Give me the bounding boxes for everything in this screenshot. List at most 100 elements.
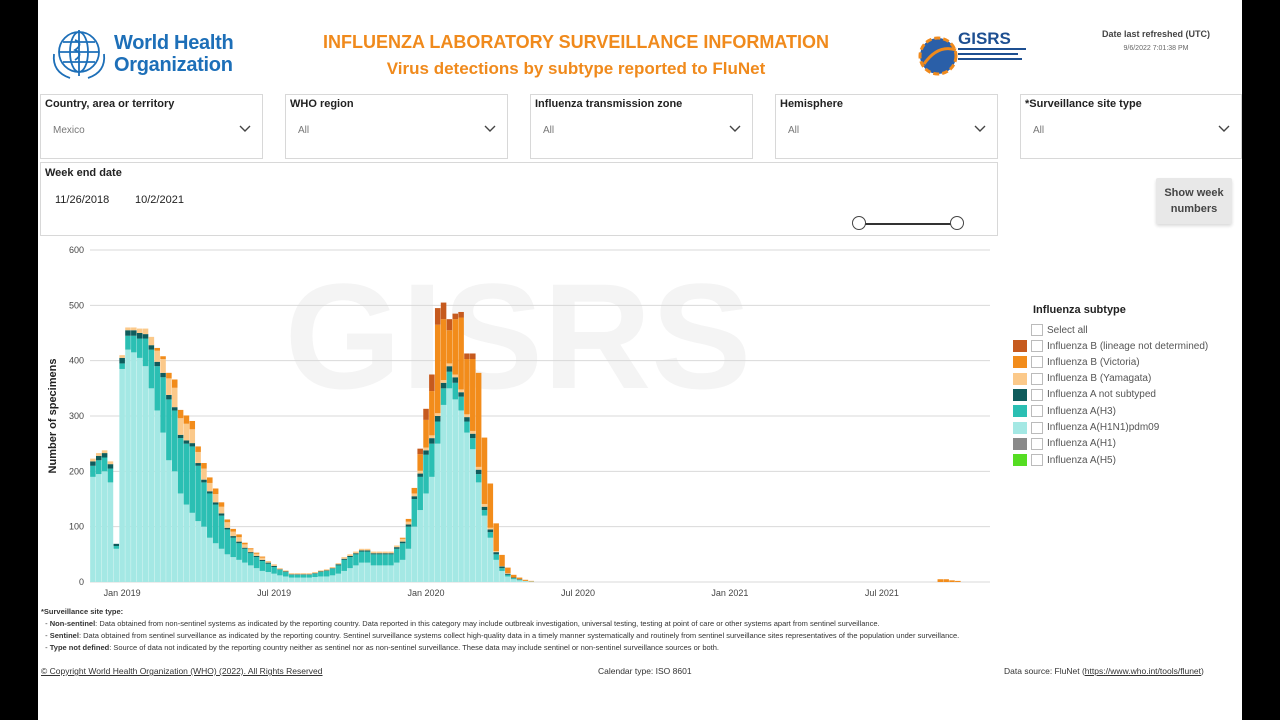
checkbox-icon[interactable]	[1031, 372, 1043, 385]
bar-segment	[417, 454, 423, 471]
checkbox-icon[interactable]	[1031, 454, 1043, 467]
week-end-date-filter: Week end date 11/26/2018 10/2/2021	[40, 162, 998, 236]
checkbox-icon[interactable]	[1031, 437, 1043, 450]
bar-segment	[224, 519, 231, 523]
bar-segment	[347, 555, 353, 558]
chevron-down-icon[interactable]	[728, 121, 742, 135]
bar-segment	[136, 328, 143, 333]
x-axis-ticks: Jan 2019 Jul 2019 Jan 2020 Jul 2020 Jan 2021…	[104, 588, 899, 598]
legend-item[interactable]: Influenza B (Yamagata)	[1013, 371, 1151, 387]
filter-who-region[interactable]: WHO region All	[285, 94, 508, 159]
bar-segment	[177, 409, 184, 419]
bar-segment	[259, 559, 266, 561]
bar-segment	[160, 372, 166, 378]
week-start-date[interactable]: 11/26/2018	[55, 194, 110, 206]
bar-segment	[142, 328, 149, 335]
copyright-link[interactable]: © Copyright World Health Organization (W…	[41, 666, 323, 676]
bar-segment	[131, 330, 137, 336]
site-type-notes: *Surveillance site type: - Non-sentinel:…	[41, 606, 1236, 654]
dashboard: World Health Organization INFLUENZA LABO…	[38, 0, 1242, 720]
checkbox-icon[interactable]	[1031, 388, 1043, 401]
legend-item[interactable]: Influenza B (lineage not determined)	[1013, 338, 1208, 354]
bar-segment	[113, 548, 120, 582]
calendar-type: Calendar type: ISO 8601	[598, 666, 692, 676]
date-slider-end-handle[interactable]	[950, 216, 964, 230]
checkbox-icon[interactable]	[1031, 340, 1043, 352]
bar-segment	[125, 327, 131, 331]
week-end-date[interactable]: 10/2/2021	[135, 194, 184, 206]
bar-segment	[242, 562, 248, 582]
bar-segment	[230, 557, 236, 582]
bar-segment	[195, 451, 201, 464]
legend-item[interactable]: Influenza A(H5)	[1013, 452, 1116, 468]
legend-swatch	[1013, 454, 1027, 467]
filter-hemisphere-value: All	[788, 125, 800, 136]
date-slider-track[interactable]	[859, 223, 957, 225]
chevron-down-icon[interactable]	[1217, 121, 1231, 135]
bar-segment	[516, 577, 523, 580]
bar-segment	[166, 399, 172, 461]
bar-segment	[516, 580, 523, 582]
bar-segment	[458, 396, 464, 411]
bar-segment	[201, 482, 207, 527]
bar-segment	[236, 541, 242, 544]
legend-item[interactable]: Influenza A not subtyped	[1013, 387, 1156, 403]
chart-bars	[90, 302, 961, 582]
bar-segment	[505, 567, 511, 574]
bar-segment	[323, 569, 330, 571]
bar-segment	[300, 577, 307, 582]
bar-segment	[510, 574, 517, 578]
bar-segment	[277, 568, 283, 570]
bar-segment	[95, 455, 102, 461]
legend-item[interactable]: Influenza A(H3)	[1013, 403, 1116, 419]
checkbox-icon[interactable]	[1031, 405, 1043, 418]
filter-site-type[interactable]: *Surveillance site type All	[1020, 94, 1242, 159]
bar-segment	[370, 565, 377, 582]
checkbox-icon[interactable]	[1031, 356, 1043, 369]
bar-segment	[101, 457, 108, 472]
bar-segment	[271, 565, 277, 568]
bar-segment	[434, 421, 441, 444]
bar-segment	[510, 577, 517, 579]
bar-segment	[125, 335, 131, 350]
legend-item[interactable]: Influenza A(H1N1)pdm09	[1013, 420, 1159, 436]
note-type-not-defined: - Type not defined: Source of data not i…	[41, 643, 720, 652]
bar-segment	[458, 317, 464, 390]
filter-hemisphere[interactable]: Hemisphere All	[775, 94, 998, 159]
show-week-numbers-button[interactable]: Show week numbers	[1156, 178, 1232, 224]
flunet-link[interactable]: https://www.who.int/tools/flunet	[1084, 666, 1202, 676]
bar-segment	[505, 573, 511, 575]
note-sentinel: - Sentinel: Data obtained from sentinel …	[41, 631, 960, 640]
filter-who-region-label: WHO region	[290, 98, 354, 110]
chevron-down-icon[interactable]	[238, 121, 252, 135]
bar-segment	[265, 560, 272, 563]
page-title: INFLUENZA LABORATORY SURVEILLANCE INFORM…	[323, 32, 829, 52]
legend-item[interactable]: Influenza A(H1)	[1013, 436, 1116, 452]
chevron-down-icon[interactable]	[973, 121, 987, 135]
bar-segment	[411, 487, 418, 494]
legend-select-all[interactable]: Select all	[1013, 322, 1088, 338]
legend-item[interactable]: Influenza B (Victoria)	[1013, 354, 1140, 370]
bar-segment	[236, 534, 242, 538]
bar-segment	[259, 556, 266, 558]
bar-segment	[329, 568, 336, 569]
bar-segment	[224, 527, 231, 530]
bar-segment	[300, 573, 307, 575]
bar-segment	[388, 551, 394, 554]
bar-segment	[423, 447, 429, 451]
bar-segment	[423, 454, 429, 494]
bar-segment	[195, 446, 201, 452]
bar-segment	[475, 469, 482, 475]
checkbox-icon[interactable]	[1031, 324, 1043, 336]
bar-segment	[148, 388, 155, 582]
date-slider-start-handle[interactable]	[852, 216, 866, 230]
bar-segment	[277, 575, 283, 582]
bar-segment	[195, 521, 201, 582]
page-subtitle: Virus detections by subtype reported to …	[386, 59, 766, 78]
checkbox-icon[interactable]	[1031, 421, 1043, 434]
chevron-down-icon[interactable]	[483, 121, 497, 135]
filter-transmission-zone[interactable]: Influenza transmission zone All	[530, 94, 753, 159]
bar-segment	[446, 363, 453, 367]
bar-segment	[528, 580, 534, 582]
filter-country[interactable]: Country, area or territory Mexico	[40, 94, 263, 159]
